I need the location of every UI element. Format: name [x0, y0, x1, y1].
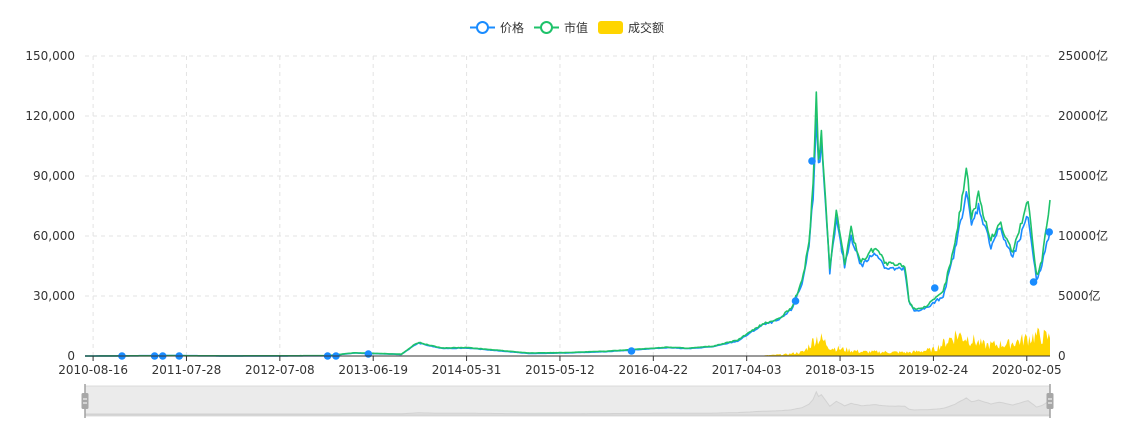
- grid: [85, 55, 1050, 356]
- y-left-tick-label: 150,000: [25, 49, 75, 63]
- price-markers: [118, 157, 1053, 360]
- y-right-tick-label: 0: [1058, 349, 1066, 363]
- legend-item[interactable]: 成交额: [598, 20, 664, 35]
- x-tick-label: 2017-04-03: [712, 363, 782, 377]
- legend-item[interactable]: 市值: [534, 20, 588, 35]
- legend-label: 市值: [564, 20, 588, 35]
- price-marker: [1029, 278, 1038, 286]
- y-left-tick-label: 0: [67, 349, 75, 363]
- x-tick-label: 2010-08-16: [58, 363, 128, 377]
- axes: 2010-08-16 2011-07-28 2012-07-08 2013-06-19…: [25, 48, 1108, 377]
- data-zoom-slider[interactable]: [81, 384, 1054, 418]
- zoom-window: [85, 386, 1050, 416]
- x-tick-label: 2011-07-28: [152, 363, 222, 377]
- y-left-tick-label: 60,000: [33, 229, 75, 243]
- volume-area: [85, 327, 1050, 356]
- y-right-tick-label: 10000亿: [1058, 228, 1108, 243]
- legend-swatch-circle: [540, 21, 553, 34]
- zoom-preview: [84, 390, 1051, 416]
- y-left-tick-label: 120,000: [25, 109, 75, 123]
- legend-swatch-circle: [476, 21, 489, 34]
- y-right-tick-label: 5000亿: [1058, 288, 1101, 303]
- price-marker: [364, 350, 373, 358]
- price-marker: [627, 347, 636, 355]
- x-tick-label: 2016-04-22: [618, 363, 688, 377]
- x-tick-label: 2020-02-05: [992, 363, 1062, 377]
- legend-label: 价格: [500, 20, 524, 35]
- y-right-tick-label: 15000亿: [1058, 168, 1108, 183]
- x-tick-label: 2019-02-24: [899, 363, 969, 377]
- zoom-handle-right[interactable]: [1046, 393, 1054, 409]
- legend-item[interactable]: 价格: [470, 20, 524, 35]
- legend-label: 成交额: [628, 20, 664, 35]
- price-marker: [1045, 228, 1053, 236]
- price-line: [85, 118, 1051, 357]
- series-lines: [85, 91, 1051, 357]
- y-left-tick-label: 30,000: [33, 289, 75, 303]
- legend-swatch-volume: [598, 21, 623, 34]
- x-tick-label: 2014-05-31: [432, 363, 502, 377]
- legend[interactable]: 价格 市值 成交额: [470, 20, 664, 35]
- price-marker: [808, 157, 816, 165]
- y-right-tick-label: 25000亿: [1058, 48, 1108, 63]
- x-tick-label: 2013-06-19: [338, 363, 408, 377]
- x-tick-label: 2015-05-12: [525, 363, 595, 377]
- x-tick-label: 2018-03-15: [805, 363, 875, 377]
- zoom-handle-left[interactable]: [81, 393, 89, 409]
- x-tick-label: 2012-07-08: [245, 363, 315, 377]
- price-marker: [930, 284, 939, 292]
- market-cap-line: [85, 91, 1051, 357]
- price-marker: [791, 297, 800, 305]
- y-left-tick-label: 90,000: [33, 169, 75, 183]
- y-right-tick-label: 20000亿: [1058, 108, 1108, 123]
- series-volume: [85, 327, 1050, 356]
